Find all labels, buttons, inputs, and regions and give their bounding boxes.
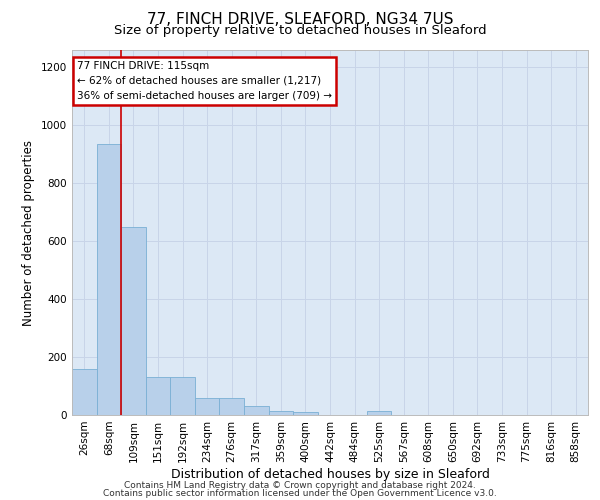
Text: Size of property relative to detached houses in Sleaford: Size of property relative to detached ho… — [113, 24, 487, 37]
Bar — [72, 368, 97, 415]
Text: Contains public sector information licensed under the Open Government Licence v3: Contains public sector information licen… — [103, 489, 497, 498]
X-axis label: Distribution of detached houses by size in Sleaford: Distribution of detached houses by size … — [170, 468, 490, 480]
Bar — [195, 398, 220, 415]
Bar — [220, 398, 244, 415]
Bar — [146, 378, 170, 415]
Bar — [121, 226, 146, 415]
Bar — [367, 410, 391, 415]
Bar — [170, 378, 195, 415]
Bar — [293, 412, 318, 415]
Bar — [97, 144, 121, 415]
Bar — [244, 406, 269, 415]
Text: Contains HM Land Registry data © Crown copyright and database right 2024.: Contains HM Land Registry data © Crown c… — [124, 480, 476, 490]
Bar — [269, 410, 293, 415]
Text: 77 FINCH DRIVE: 115sqm
← 62% of detached houses are smaller (1,217)
36% of semi-: 77 FINCH DRIVE: 115sqm ← 62% of detached… — [77, 61, 332, 100]
Text: 77, FINCH DRIVE, SLEAFORD, NG34 7US: 77, FINCH DRIVE, SLEAFORD, NG34 7US — [147, 12, 453, 28]
Y-axis label: Number of detached properties: Number of detached properties — [22, 140, 35, 326]
